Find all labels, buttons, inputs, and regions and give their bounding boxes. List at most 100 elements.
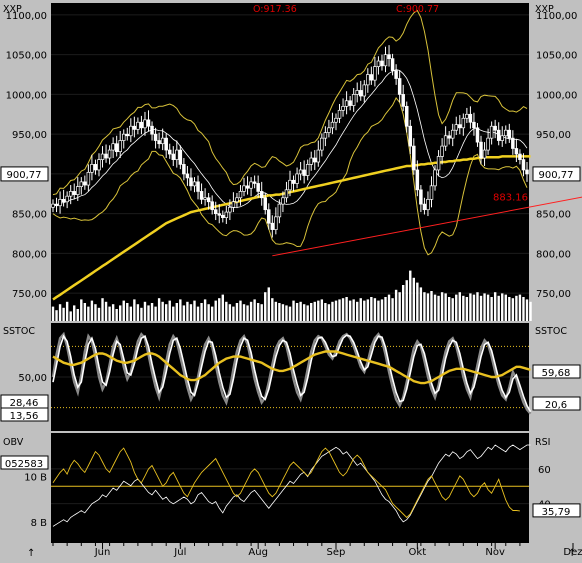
price-ytick-left: 750,00 xyxy=(12,289,47,300)
volume-bar xyxy=(331,301,334,321)
candle-body xyxy=(182,164,186,175)
candle-body xyxy=(309,157,313,165)
candle-body xyxy=(320,137,324,151)
volume-bar xyxy=(126,303,129,321)
volume-bar xyxy=(490,297,493,321)
candle-body xyxy=(83,181,87,186)
obv-ytick: 8 B xyxy=(31,518,48,529)
stoch-series-line xyxy=(52,350,531,385)
candle-body xyxy=(313,157,317,163)
candle-body xyxy=(114,143,119,153)
candle-body xyxy=(171,153,176,160)
interval-label: Täglich] xyxy=(147,4,185,15)
candle-body xyxy=(76,186,80,195)
volume-bar xyxy=(210,306,214,321)
price-ytick-right: 1050,00 xyxy=(536,51,577,62)
volume-bar xyxy=(529,301,532,321)
volume-bar xyxy=(73,305,76,321)
volume-bar xyxy=(288,306,292,321)
volume-bar xyxy=(97,307,101,321)
candle-body xyxy=(465,113,469,119)
candle-body xyxy=(160,137,165,145)
volume-bar xyxy=(437,295,440,321)
candle-body xyxy=(199,191,204,200)
candle-body xyxy=(337,109,342,119)
price-ytick-left: 1100,00 xyxy=(6,11,47,22)
candle-body xyxy=(394,70,398,79)
volume-bar xyxy=(94,304,97,321)
price-ytick-left: 1000,00 xyxy=(6,90,47,101)
volume-bar xyxy=(465,297,469,321)
candle-body xyxy=(514,148,519,155)
candle-body xyxy=(68,191,73,197)
candle-body xyxy=(192,181,197,187)
scroll-left-arrow-icon[interactable]: ↑ xyxy=(27,548,35,559)
copyright-text: © www.tradesignalonline.com xyxy=(55,18,191,28)
volume-bar xyxy=(508,297,511,321)
candle-body xyxy=(387,54,391,59)
instrument-name: TECDAX [.TDXP xyxy=(62,4,137,15)
x-axis-label: Jun xyxy=(94,547,111,558)
volume-bar xyxy=(281,304,285,321)
candle-body xyxy=(79,181,84,187)
rsi-value-box xyxy=(532,503,581,518)
candle-body xyxy=(362,84,367,97)
volume-bar xyxy=(522,297,525,321)
volume-bar xyxy=(302,304,306,321)
volume-bar xyxy=(462,295,465,321)
volume-bar xyxy=(504,294,507,321)
volume-bar xyxy=(518,294,522,321)
x-axis-label: Dez xyxy=(563,547,582,558)
volume-bar xyxy=(154,306,157,321)
candle-body xyxy=(422,203,427,211)
volume-bar xyxy=(218,298,221,321)
scroll-right-arrow-icon[interactable]: ↑ xyxy=(568,548,576,559)
candle-body xyxy=(479,141,483,159)
candle-body xyxy=(369,74,374,81)
middle-band-line xyxy=(52,69,528,209)
volume-bar xyxy=(387,294,391,321)
candle-body xyxy=(263,197,267,211)
candle-body xyxy=(206,197,211,203)
volume-bar xyxy=(320,299,324,321)
volume-bar xyxy=(203,299,207,321)
volume-bar xyxy=(497,295,500,321)
volume-bar xyxy=(246,305,249,321)
candle-body xyxy=(412,145,416,171)
volume-bar xyxy=(225,301,228,321)
volume-bar xyxy=(200,303,203,321)
volume-bar xyxy=(380,299,384,321)
candle-body xyxy=(351,94,356,106)
candle-body xyxy=(433,169,437,187)
volume-bar xyxy=(483,293,486,321)
rsi-value-label: 35,79 xyxy=(542,507,571,518)
stoch-left-tag: 13,56 xyxy=(10,411,39,422)
price-ytick-left: 950,00 xyxy=(12,130,47,141)
volume-bar xyxy=(55,310,58,321)
volume-bar xyxy=(469,293,472,321)
volume-bar xyxy=(384,297,387,321)
price-axis-label-right: XXP xyxy=(535,4,554,15)
candle-body xyxy=(443,135,448,147)
candle-body xyxy=(348,100,352,106)
volume-bar xyxy=(80,299,83,321)
candle-body xyxy=(408,125,413,147)
volume-bar xyxy=(447,297,451,321)
volume-bar xyxy=(324,303,327,321)
volume-bar xyxy=(370,297,373,321)
candle-body xyxy=(330,121,335,129)
volume-bar xyxy=(416,282,419,321)
candle-body xyxy=(139,121,144,129)
obv-label: OBV xyxy=(3,437,24,448)
candle-body xyxy=(51,203,55,208)
volume-bar xyxy=(391,298,394,321)
volume-bar xyxy=(260,304,263,321)
candle-body xyxy=(380,60,384,67)
candle-body xyxy=(259,191,264,199)
x-axis-label: Jul xyxy=(173,547,186,558)
candle-body xyxy=(210,201,214,211)
volume-bar xyxy=(334,300,338,321)
candle-body xyxy=(344,100,349,107)
support-trendline xyxy=(272,196,582,257)
